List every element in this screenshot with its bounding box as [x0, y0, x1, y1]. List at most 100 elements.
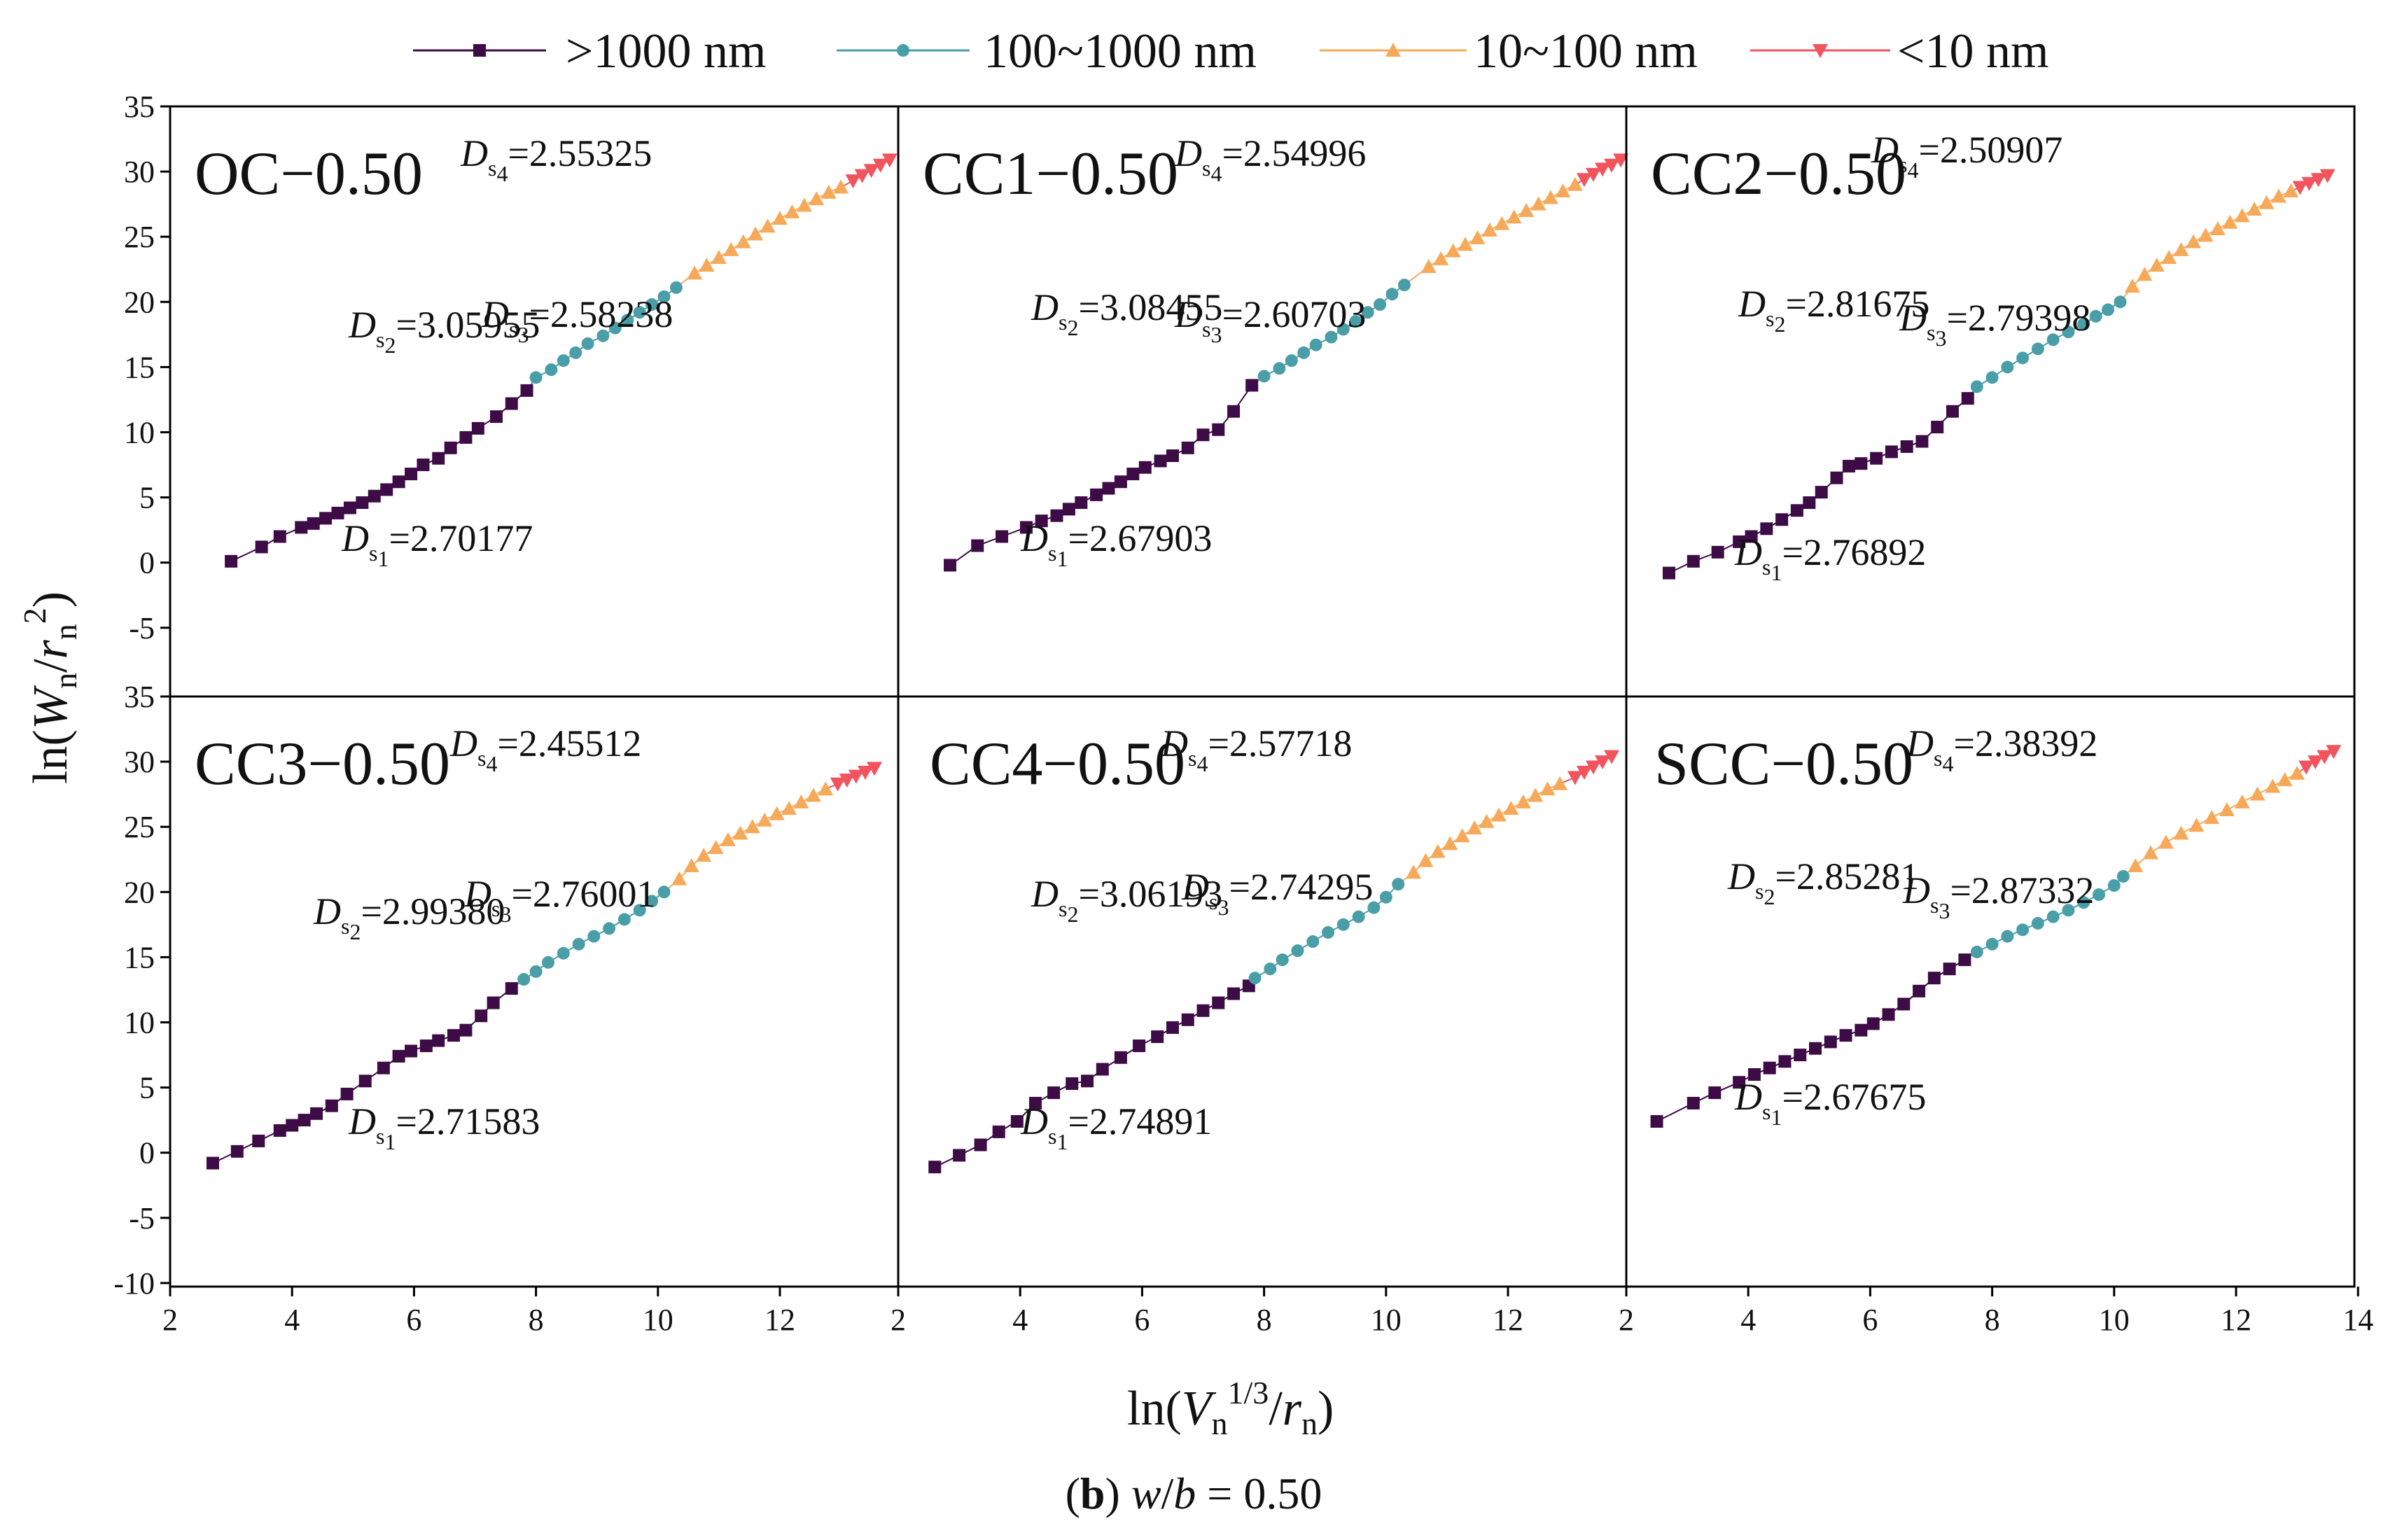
data-point	[2298, 760, 2314, 775]
data-point	[1542, 190, 1558, 204]
panel-title: OC−0.50	[195, 140, 423, 208]
legend-marker	[1385, 43, 1401, 57]
data-point	[669, 281, 683, 294]
series->1000 nm	[225, 384, 533, 568]
panel-title: CC2−0.50	[1651, 140, 1906, 208]
x-tick-label: 6	[1134, 1303, 1150, 1337]
fractal-dimension-label: Ds3=2.74295	[1181, 866, 1373, 920]
y-tick-label: 5	[139, 481, 155, 515]
fractal-dimension-label: Ds1=2.71583	[348, 1100, 540, 1154]
data-point	[447, 1029, 461, 1042]
data-point	[356, 496, 369, 510]
fractal-dimension-label: Ds2=2.99380	[313, 890, 505, 944]
panel: CC4−0.50 Ds1=2.74891 Ds2=3.06193Ds3=2.7429…	[928, 722, 1620, 1174]
data-point	[1420, 259, 1437, 274]
data-point	[1212, 996, 1225, 1009]
y-tick-label: 10	[124, 416, 155, 450]
data-point	[2149, 258, 2165, 272]
data-point	[581, 337, 594, 350]
data-point	[1405, 864, 1421, 879]
data-point	[432, 451, 445, 465]
data-point	[732, 825, 748, 840]
x-tick-label: 8	[1985, 1303, 2000, 1337]
data-point	[996, 530, 1009, 543]
data-point	[1915, 435, 1929, 448]
data-point	[252, 1134, 265, 1147]
data-point	[2247, 202, 2263, 216]
series-100~1000 nm	[1248, 878, 1405, 985]
data-point	[529, 371, 543, 384]
series-<10 nm	[1576, 153, 1629, 188]
data-point	[377, 1061, 390, 1074]
legend-marker	[473, 44, 486, 57]
series-<10 nm	[845, 153, 898, 189]
series-<10 nm	[830, 762, 883, 792]
data-point	[1595, 162, 1611, 177]
data-point	[1866, 1017, 1880, 1030]
data-point	[1931, 421, 1944, 434]
data-point	[1650, 1115, 1663, 1128]
data-point	[621, 314, 634, 327]
panel-title: CC4−0.50	[930, 730, 1185, 798]
data-point	[1154, 454, 1167, 468]
data-point	[1467, 820, 1483, 835]
data-point	[683, 858, 699, 873]
fractal-dimension-label: Ds2=3.06193	[1031, 873, 1222, 927]
series-<10 nm	[2298, 745, 2342, 775]
data-point	[1212, 423, 1225, 436]
data-point	[1133, 1040, 1146, 1053]
data-point	[459, 430, 473, 444]
data-point	[2137, 267, 2153, 281]
y-tick-label: 15	[124, 940, 155, 974]
x-tick-label: 4	[284, 1303, 300, 1337]
data-point	[2016, 351, 2030, 365]
data-point	[286, 1119, 299, 1132]
data-point	[1297, 346, 1311, 359]
legend: >1000 nm 100~1000 nm 10~100 nm <10 nm	[413, 24, 2048, 78]
data-point	[2204, 810, 2220, 825]
panel-title: CC3−0.50	[195, 730, 450, 798]
data-point	[1494, 216, 1510, 230]
data-point	[1528, 788, 1544, 802]
figure-caption: (b) w/b = 0.50	[1066, 1469, 1322, 1518]
data-point	[417, 458, 430, 472]
data-point	[848, 769, 864, 784]
data-point	[1433, 251, 1449, 265]
data-point	[520, 384, 533, 397]
legend-marker	[897, 44, 909, 57]
data-point	[772, 211, 788, 225]
data-point	[1567, 176, 1583, 191]
data-point	[1114, 1051, 1127, 1064]
x-tick-label: 8	[529, 1303, 544, 1337]
data-point	[1927, 972, 1941, 985]
data-point	[1151, 1030, 1164, 1043]
data-point	[757, 812, 773, 827]
data-point	[358, 1074, 372, 1088]
x-tick-label: 12	[2221, 1303, 2251, 1337]
data-point	[2283, 183, 2299, 198]
series-10~100 nm	[1420, 176, 1583, 274]
data-point	[1687, 554, 1700, 568]
fractal-dimension-label: Ds4=2.57718	[1160, 722, 1352, 776]
fractal-dimension-label: Ds1=2.67675	[1734, 1076, 1926, 1130]
y-tick-label: 15	[124, 350, 155, 384]
data-point	[1469, 230, 1486, 245]
data-point	[2222, 214, 2238, 229]
data-point	[805, 788, 821, 802]
data-point	[557, 946, 570, 960]
data-point	[1567, 771, 1583, 785]
series->1000 nm	[928, 979, 1255, 1174]
data-point	[845, 174, 861, 189]
y-tick-label: 0	[139, 546, 155, 580]
data-point	[1803, 496, 1816, 510]
panel: OC−0.50 Ds1=2.70177 Ds2=3.05955Ds3=2.58238…	[195, 132, 898, 571]
data-point	[1392, 878, 1405, 891]
data-point	[881, 153, 898, 168]
x-tick-label: 2	[891, 1303, 906, 1337]
data-point	[1352, 910, 1365, 923]
panel: CC2−0.50 Ds1=2.76892 Ds2=2.81675Ds3=2.7939…	[1651, 129, 2335, 585]
data-point	[769, 806, 785, 820]
data-point	[307, 517, 320, 530]
data-point	[1385, 288, 1399, 301]
data-point	[1539, 781, 1556, 796]
